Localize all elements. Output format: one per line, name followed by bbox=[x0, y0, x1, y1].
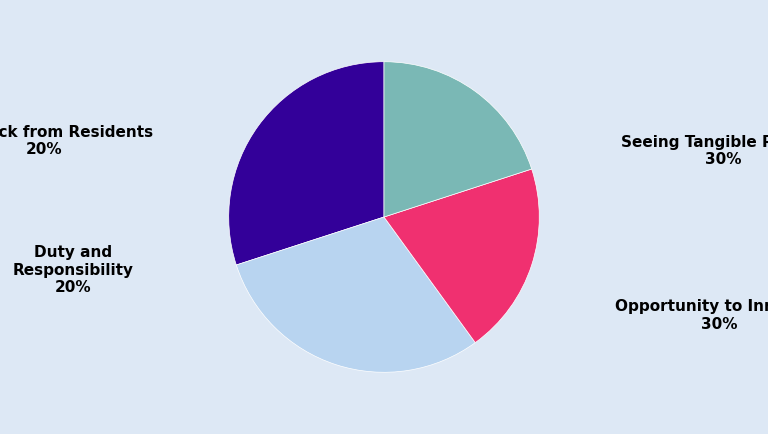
Text: Opportunity to Innovate
30%: Opportunity to Innovate 30% bbox=[615, 299, 768, 332]
Text: Seeing Tangible Results
30%: Seeing Tangible Results 30% bbox=[621, 135, 768, 167]
Wedge shape bbox=[229, 62, 384, 265]
Wedge shape bbox=[237, 217, 475, 372]
Text: Duty and
Responsibility
20%: Duty and Responsibility 20% bbox=[13, 245, 134, 295]
Wedge shape bbox=[384, 169, 539, 342]
Text: Feedback from Residents
20%: Feedback from Residents 20% bbox=[0, 125, 153, 158]
Wedge shape bbox=[384, 62, 531, 217]
